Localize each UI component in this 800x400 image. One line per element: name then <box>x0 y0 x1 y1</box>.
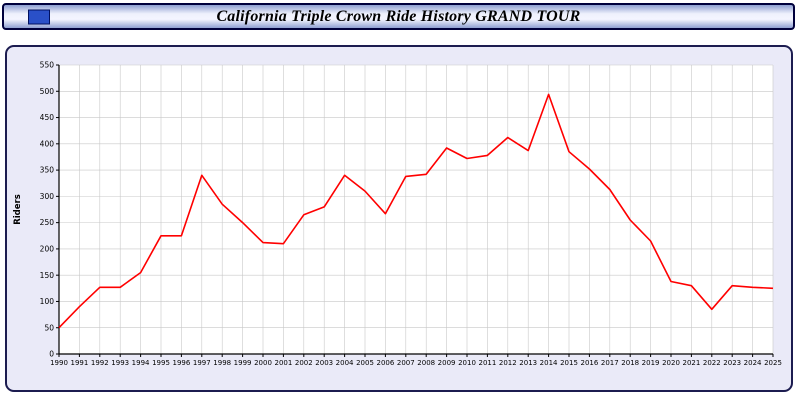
svg-text:2000: 2000 <box>254 359 272 367</box>
svg-text:2024: 2024 <box>744 359 762 367</box>
svg-text:2004: 2004 <box>336 359 354 367</box>
svg-text:250: 250 <box>40 218 55 227</box>
svg-text:1998: 1998 <box>213 359 231 367</box>
svg-text:2019: 2019 <box>642 359 660 367</box>
svg-text:2005: 2005 <box>356 359 374 367</box>
svg-text:2022: 2022 <box>703 359 721 367</box>
svg-text:2010: 2010 <box>458 359 476 367</box>
svg-text:1993: 1993 <box>111 359 129 367</box>
svg-text:2023: 2023 <box>723 359 741 367</box>
svg-text:400: 400 <box>40 139 55 148</box>
svg-text:550: 550 <box>40 61 55 70</box>
svg-text:1990: 1990 <box>50 359 68 367</box>
svg-text:1996: 1996 <box>172 359 190 367</box>
svg-text:450: 450 <box>40 113 55 122</box>
svg-text:150: 150 <box>40 271 55 280</box>
svg-text:2009: 2009 <box>438 359 456 367</box>
svg-text:500: 500 <box>40 87 55 96</box>
svg-text:Riders: Riders <box>13 194 23 225</box>
svg-text:200: 200 <box>40 245 55 254</box>
svg-text:2008: 2008 <box>417 359 435 367</box>
svg-text:2020: 2020 <box>662 359 680 367</box>
window-titlebar: California Triple Crown Ride History GRA… <box>2 3 795 30</box>
svg-text:1997: 1997 <box>193 359 211 367</box>
svg-text:1994: 1994 <box>132 359 150 367</box>
svg-text:2017: 2017 <box>601 359 619 367</box>
svg-text:300: 300 <box>40 192 55 201</box>
svg-text:1991: 1991 <box>70 359 88 367</box>
svg-text:1992: 1992 <box>91 359 109 367</box>
svg-text:100: 100 <box>40 297 55 306</box>
svg-text:2006: 2006 <box>376 359 394 367</box>
svg-text:2018: 2018 <box>621 359 639 367</box>
svg-text:1995: 1995 <box>152 359 170 367</box>
chart-panel: 0 50 100 150 200 250 300 350 400 450 500 550 1990 199… <box>5 45 793 392</box>
svg-text:2011: 2011 <box>478 359 496 367</box>
svg-text:2007: 2007 <box>397 359 415 367</box>
svg-text:0: 0 <box>49 350 54 359</box>
window-icon <box>28 9 50 24</box>
svg-text:2002: 2002 <box>295 359 313 367</box>
svg-text:350: 350 <box>40 166 55 175</box>
svg-text:2013: 2013 <box>519 359 537 367</box>
svg-text:50: 50 <box>44 323 54 332</box>
svg-text:2021: 2021 <box>682 359 700 367</box>
svg-text:2015: 2015 <box>560 359 578 367</box>
svg-text:1999: 1999 <box>234 359 252 367</box>
page-title: California Triple Crown Ride History GRA… <box>216 7 581 25</box>
svg-text:2001: 2001 <box>274 359 292 367</box>
svg-text:2016: 2016 <box>580 359 598 367</box>
svg-text:2014: 2014 <box>540 359 558 367</box>
svg-text:2025: 2025 <box>764 359 782 367</box>
svg-text:2012: 2012 <box>499 359 517 367</box>
svg-text:2003: 2003 <box>315 359 333 367</box>
